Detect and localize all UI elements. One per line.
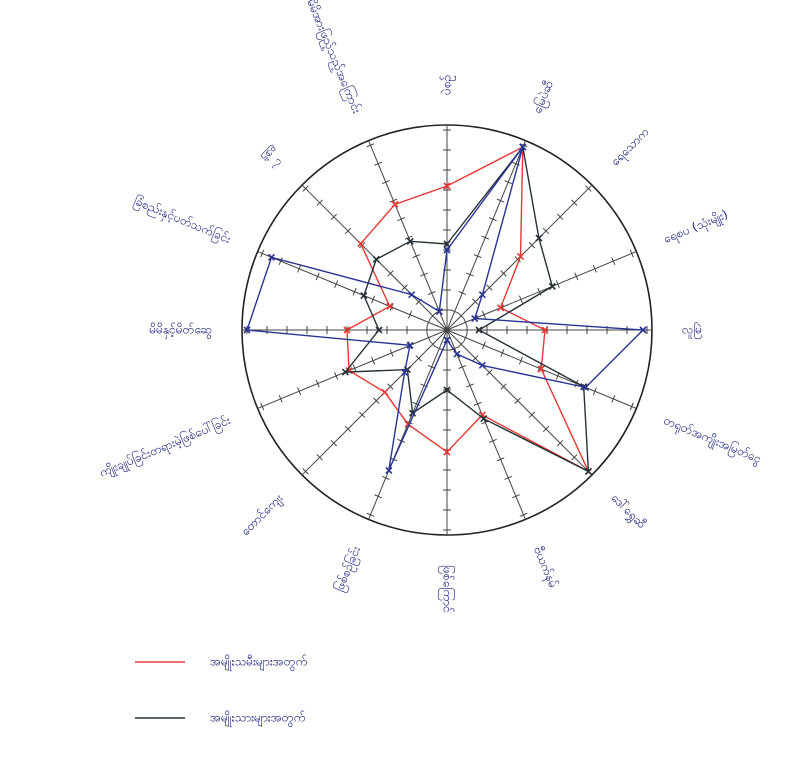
point-marker xyxy=(361,293,367,299)
axis-label: ရေစပ (သုံးမျိုး) xyxy=(661,206,731,249)
legend-label: အမျိုးသမီးများအတွက် xyxy=(210,654,307,672)
axis-label: မိမိနှင့်မိတ်ဆွေ xyxy=(149,322,212,340)
point-marker xyxy=(454,351,460,357)
spoke xyxy=(447,141,525,330)
series-line xyxy=(247,147,643,470)
axis-label: ကျိုးချုပ်ခြင်းတရားမဲ့ဖြစ်ပေါ်ခြင်း xyxy=(97,411,234,482)
axis-label: မိမိအားဖြည့်သည့်အကြောင်း xyxy=(301,0,365,117)
spoke xyxy=(258,330,447,408)
spoke xyxy=(302,330,447,475)
point-marker xyxy=(358,241,364,247)
spoke xyxy=(447,330,525,519)
axis-label: မြို့ ၇ xyxy=(259,142,287,170)
axis-label: ဖြစ်စဉ်ခြင်း xyxy=(330,543,366,594)
axis-label: ပဲစဉ် xyxy=(439,75,457,95)
legend-label: အမျိုးသားများအတွက် xyxy=(210,710,305,728)
point-marker xyxy=(382,389,388,395)
axis-label: ရေသောက xyxy=(608,125,654,171)
axis-label: ဖြစ်ကြောင် xyxy=(438,565,457,613)
axis-label: ဗီယက်နမ် xyxy=(528,544,561,591)
axis-label: တရုတ်အကျိုးအမြတ်ငွေ xyxy=(660,411,764,469)
axis-label: တောင်ကျေး xyxy=(237,490,287,540)
series-line xyxy=(345,147,588,471)
chart: ပဲစဉ် မြေပဲဆီရေသောကရေစပ (သုံးမျိုး) လူမြဲတ… xyxy=(0,0,812,761)
axis-label: ခြံစည်းနှင့်ပတ်သက်ခြင်း xyxy=(131,192,234,249)
axis-label: လူမြဲ xyxy=(682,322,702,340)
page: {"chart_data": { "type": "radar", "categ… xyxy=(0,0,812,761)
spoke xyxy=(258,252,447,330)
axis-label: ဒေါ်ရွှေဆီ xyxy=(606,490,649,533)
spoke xyxy=(369,141,447,330)
axis-label: မြေပဲဆီ xyxy=(528,78,559,117)
